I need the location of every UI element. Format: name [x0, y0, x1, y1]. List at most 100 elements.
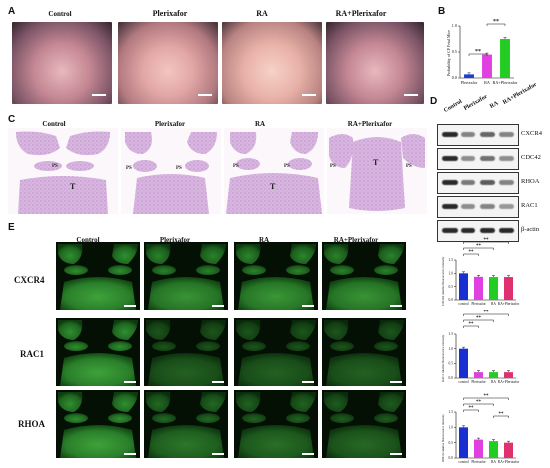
significance-label: ** — [469, 322, 475, 327]
x-tick-label: control — [458, 380, 468, 384]
scale-bar — [92, 94, 106, 96]
y-tick-label: 1.5 — [449, 258, 454, 262]
bar — [500, 39, 510, 78]
x-tick-label: control — [458, 460, 468, 464]
palatal-shelf — [146, 320, 171, 340]
blot-rhoa — [437, 172, 519, 194]
blot-beta-actin — [437, 220, 519, 242]
palatal-shelf — [152, 265, 176, 275]
fluorescence-tile — [56, 318, 140, 386]
significance-label: ** — [484, 394, 490, 399]
significance-label: ** — [476, 244, 482, 249]
blot-rac1 — [437, 196, 519, 218]
panel-f-chart-rhoa: RHOA relative fluorescence intensity 0.0… — [441, 394, 520, 464]
palatal-shelf — [146, 244, 171, 264]
palatal-shelf — [374, 341, 398, 351]
panel-b-ylabel: Probability of CP Fetal Mice — [446, 30, 451, 76]
bar — [489, 441, 498, 458]
tongue-label: T — [70, 182, 76, 191]
tongue — [60, 425, 136, 458]
palatal-shelf — [64, 265, 88, 275]
row-label-rac1: RAC1 — [20, 349, 44, 359]
palatal-shelf — [152, 413, 176, 423]
palatal-shelf — [290, 244, 316, 264]
fluorescence-tile — [56, 242, 140, 310]
palatal-shelf — [108, 265, 132, 275]
palatal-shelf — [290, 320, 316, 340]
bar — [459, 348, 468, 378]
scale-bar — [404, 94, 418, 96]
significance-label: ** — [499, 412, 505, 417]
palatal-shelf-label: PS — [406, 164, 412, 169]
significance-label: ** — [493, 19, 499, 25]
palatal-shelf-label: PS — [52, 164, 58, 169]
palatal-shelf — [324, 320, 349, 340]
palatal-shelf — [108, 413, 132, 423]
panel-c-title-ra-plerixafor: RA+Plerixafor — [347, 120, 393, 128]
palatal-shelf — [112, 392, 138, 412]
palatal-shelf — [242, 341, 266, 351]
palatal-shelf — [286, 413, 310, 423]
palatal-shelf — [112, 244, 138, 264]
blot-label-cxcr4: CXCR4 — [521, 130, 542, 137]
panel-e-title-plerixafor: Plerixafor — [159, 236, 191, 244]
palatal-shelf — [200, 392, 226, 412]
significance-label: ** — [476, 316, 482, 321]
palatal-shelf — [330, 341, 354, 351]
fluorescence-tile — [144, 318, 228, 386]
palatal-shelf — [58, 244, 83, 264]
y-tick-label: 1.0 — [452, 23, 457, 28]
bar — [504, 442, 513, 458]
row-label-cxcr4: CXCR4 — [14, 275, 45, 285]
bar — [489, 277, 498, 300]
tongue — [148, 277, 224, 310]
y-tick-label: 0.0 — [449, 376, 454, 380]
palatal-shelf — [378, 320, 404, 340]
panel-label-d: D — [430, 96, 438, 107]
palatal-shelf — [64, 341, 88, 351]
tongue-label: T — [373, 158, 379, 167]
palatal-shelf — [152, 341, 176, 351]
bar — [489, 372, 498, 378]
palatal-shelf — [236, 244, 261, 264]
histology-ra-plerixafor — [327, 128, 427, 214]
x-tick-label: RA — [484, 80, 490, 85]
panel-label-c: C — [8, 114, 16, 125]
palatal-shelf — [378, 244, 404, 264]
panel-a-title-ra: RA — [256, 9, 268, 18]
x-tick-label: RA — [491, 380, 496, 384]
palatal-shelf — [378, 392, 404, 412]
tongue-label: T — [270, 182, 276, 191]
tongue — [326, 353, 402, 386]
palatal-shelf-label: PS — [284, 164, 290, 169]
y-tick-label: 0.5 — [449, 362, 454, 366]
palatal-shelf — [374, 265, 398, 275]
significance-label: ** — [469, 250, 475, 255]
panel-f-rhoa-ylabel: RHOA relative fluorescence intensity — [441, 414, 445, 462]
palatal-shelf — [330, 265, 354, 275]
bar — [474, 439, 483, 458]
palatal-shelf — [324, 244, 349, 264]
palatal-shelf — [286, 341, 310, 351]
palatal-shelf — [330, 413, 354, 423]
scale-bar — [212, 381, 224, 383]
palatal-shelf — [236, 320, 261, 340]
x-tick-label: RA — [491, 460, 496, 464]
x-tick-label: RA+Plerixafor — [498, 380, 520, 384]
tongue — [238, 277, 314, 310]
palatal-shelf-label: PS — [233, 164, 239, 169]
panel-f-chart-rac1: RAC1 relative fluorescence intensity 0.0… — [441, 310, 520, 384]
significance-label: ** — [484, 310, 490, 315]
panel-e-title-ra: RA — [258, 236, 270, 244]
palatal-shelf-label: PS — [330, 164, 336, 169]
panel-a-title-plerixafor: Plerixafor — [152, 9, 188, 18]
y-tick-label: 1.0 — [449, 426, 454, 430]
palatal-shelf — [112, 320, 138, 340]
palatal-shelf — [58, 392, 83, 412]
x-tick-label: Plerixafor — [461, 80, 478, 85]
palatal-shelf — [200, 244, 226, 264]
tongue — [60, 353, 136, 386]
panel-a-title-ra-plerixafor: RA+Plerixafor — [335, 9, 387, 18]
tongue — [148, 425, 224, 458]
fluorescence-tile — [144, 242, 228, 310]
